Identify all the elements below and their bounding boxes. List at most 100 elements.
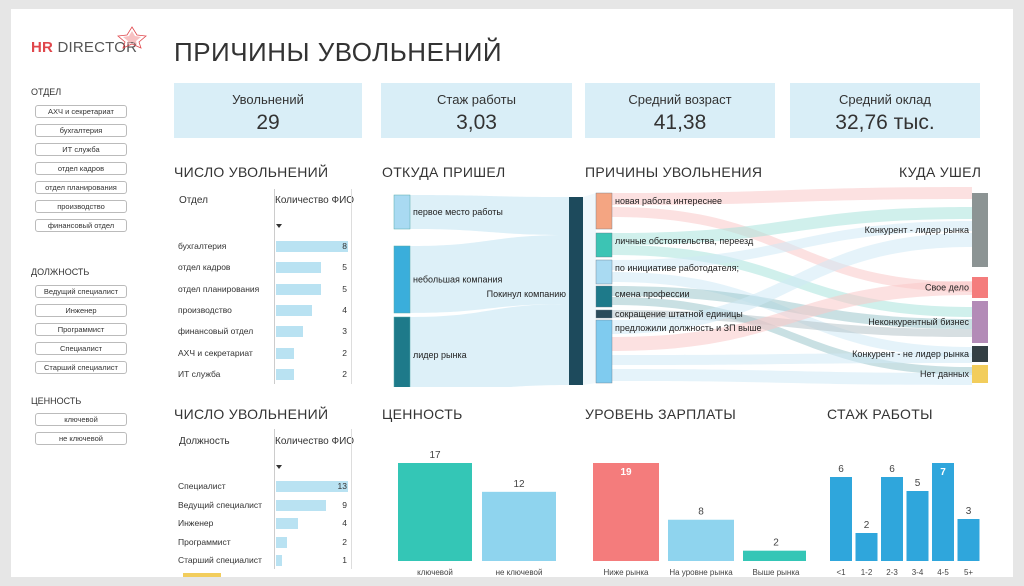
slicer-item-department[interactable]: бухгалтерия — [35, 124, 127, 137]
pos-table-divider — [274, 429, 275, 569]
table-row-value: 5 — [342, 262, 347, 273]
sankey-dest-node[interactable] — [972, 277, 988, 298]
kpi-avg-salary: Средний оклад 32,76 тыс. — [790, 83, 980, 138]
table-row-bar — [276, 368, 294, 380]
pos-table-col1[interactable]: Должность — [179, 436, 230, 447]
sankey-source-node[interactable] — [393, 316, 411, 387]
bar-category-label: не ключевой — [496, 568, 543, 577]
slicer-item-value[interactable]: ключевой — [35, 413, 127, 426]
bar[interactable] — [743, 550, 806, 561]
sankey-reason-label: новая работа интереснее — [615, 196, 722, 206]
sankey-reason-node[interactable] — [595, 319, 613, 384]
sankey-link — [410, 195, 569, 235]
sankey-reason-label: предложили должность и ЗП выше — [615, 323, 762, 333]
table-row-value: 1 — [342, 555, 347, 565]
sankey-link — [410, 304, 569, 387]
slicer-item-department[interactable]: отдел кадров — [35, 162, 127, 175]
kpi-label: Стаж работы — [437, 92, 516, 107]
bar-value-label: 6 — [838, 464, 844, 475]
sankey-link — [612, 221, 972, 270]
table-row-label: бухгалтерия — [178, 241, 227, 251]
slicer-item-position[interactable]: Старший специалист — [35, 361, 127, 374]
slicer-item-department[interactable]: АХЧ и секретариат — [35, 105, 127, 118]
sankey-reason-label: смена профессии — [615, 289, 690, 299]
kpi-value: 3,03 — [456, 111, 497, 134]
chart-value: 17 ключевой 12 не ключевой — [398, 450, 556, 577]
sankey-reason-node[interactable] — [595, 232, 613, 258]
bar[interactable] — [881, 477, 903, 561]
slicer-item-position[interactable]: Программист — [35, 323, 127, 336]
slicer-item-position[interactable]: Специалист — [35, 342, 127, 355]
table-row-value: 5 — [342, 283, 347, 294]
kpi-dismissals: Увольнений 29 — [174, 83, 362, 138]
sankey-reason-node[interactable] — [595, 285, 613, 308]
sankey-reason-node[interactable] — [595, 259, 613, 285]
bar[interactable] — [482, 491, 556, 561]
sankey-dest-node[interactable] — [972, 365, 988, 383]
page-title: ПРИЧИНЫ УВОЛЬНЕНИЙ — [174, 37, 503, 67]
kpi-tenure: Стаж работы 3,03 — [381, 83, 572, 138]
dashboard-canvas: HR DIRECTOR ПРИЧИНЫ УВОЛЬНЕНИЙ ОТДЕЛ АХЧ… — [11, 9, 1013, 577]
kpi-avg-age: Средний возраст 41,38 — [585, 83, 775, 138]
sankey-reason-node[interactable] — [595, 309, 613, 319]
slicer-item-position[interactable]: Ведущий специалист — [35, 285, 127, 298]
slicer-item-department[interactable]: финансовый отдел — [35, 219, 127, 232]
slicer-item-value[interactable]: не ключевой — [35, 432, 127, 445]
slicer-item-department[interactable]: отдел планирования — [35, 181, 127, 194]
dept-table-col1[interactable]: Отдел — [179, 195, 208, 206]
bar[interactable] — [906, 491, 929, 561]
table-row-bar — [276, 241, 348, 252]
sankey-source-node[interactable] — [393, 245, 411, 314]
sankey-link — [583, 193, 596, 385]
sankey-reason-node[interactable] — [595, 192, 613, 230]
bar-value-label: 8 — [698, 507, 704, 518]
pos-table-scrollbar[interactable] — [351, 429, 352, 569]
bar-value-label: 7 — [940, 467, 946, 478]
sankey-dest-label: Неконкурентный бизнес — [868, 317, 969, 327]
dept-table-col2[interactable]: Количество ФИО — [275, 195, 355, 206]
sankey-hub-node[interactable] — [569, 197, 583, 385]
bar-category-label: 5+ — [964, 568, 973, 577]
bar-category-label: На уровне рынка — [669, 568, 733, 577]
slicer-item-position[interactable]: Инженер — [35, 304, 127, 317]
sankey-from-title: ОТКУДА ПРИШЕЛ — [382, 164, 506, 180]
bar-category-label: 4-5 — [937, 568, 949, 577]
table-row-label: ИТ служба — [178, 368, 221, 379]
bar-value-label: 19 — [620, 467, 632, 478]
sort-desc-icon[interactable] — [276, 465, 282, 469]
sankey-source-label: первое место работы — [413, 207, 503, 217]
table-row-bar — [276, 283, 321, 295]
bar-category-label: ключевой — [417, 568, 453, 577]
table-row-label: Инженер — [178, 518, 214, 528]
pos-table-col2[interactable]: Количество ФИО — [275, 436, 355, 447]
table-row-bar — [276, 481, 348, 492]
bar-category-label: <1 — [836, 568, 846, 577]
table-row-value: 2 — [342, 368, 347, 379]
sankey-dest-node[interactable] — [972, 193, 988, 267]
table-row-label: АХЧ и секретариат — [178, 347, 253, 358]
bar[interactable] — [398, 463, 472, 561]
sankey-dest-node[interactable] — [972, 346, 988, 362]
slicer-item-department[interactable]: ИТ служба — [35, 143, 127, 156]
sankey-link — [612, 369, 972, 385]
bar[interactable] — [932, 463, 954, 561]
dept-table-scrollbar[interactable] — [351, 189, 352, 384]
logo-star-icon — [117, 26, 147, 49]
sankey-link — [612, 233, 972, 334]
bar[interactable] — [668, 519, 734, 561]
pos-table-title: ЧИСЛО УВОЛЬНЕНИЙ — [174, 406, 329, 422]
sankey-dest-node[interactable] — [972, 301, 988, 343]
sankey-link — [612, 297, 972, 375]
bar[interactable] — [957, 519, 980, 561]
slicer-item-department[interactable]: производство — [35, 200, 127, 213]
table-row-value: 4 — [342, 518, 347, 528]
bar[interactable] — [855, 533, 878, 561]
bar-category-label: Ниже рынка — [603, 568, 649, 577]
bar[interactable] — [830, 477, 852, 561]
bar-value-label: 5 — [915, 478, 921, 489]
sankey-source-node[interactable] — [393, 194, 411, 230]
table-row-label: Программист — [178, 536, 231, 547]
sankey-hub-label: Покинул компанию — [487, 289, 567, 299]
sort-desc-icon[interactable] — [276, 224, 282, 228]
bar[interactable] — [593, 463, 659, 561]
